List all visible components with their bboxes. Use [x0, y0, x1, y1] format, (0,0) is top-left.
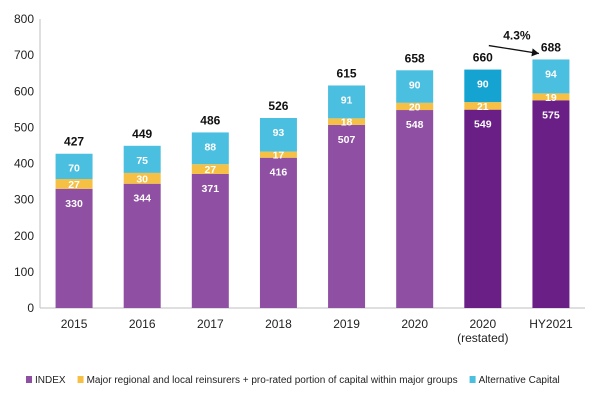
- growth-annotation-label: 4.3%: [503, 29, 531, 43]
- x-tick-label: 2020: [401, 317, 428, 331]
- bar-segment: [396, 70, 434, 103]
- y-tick-label: 600: [14, 84, 34, 98]
- total-label: 449: [132, 127, 152, 141]
- y-tick-label: 200: [14, 229, 34, 243]
- bar-segment: [259, 117, 297, 152]
- bar-segment: [123, 145, 161, 173]
- total-label: 486: [200, 113, 220, 127]
- total-label: 526: [268, 99, 288, 113]
- legend-swatch: [77, 376, 84, 383]
- segment-value-label: 548: [406, 119, 424, 131]
- bar-segment: [464, 69, 502, 103]
- segment-value-label: 93: [273, 127, 285, 139]
- x-tick-label: HY2021: [529, 317, 573, 331]
- segment-value-label: 30: [136, 173, 148, 185]
- y-tick-label: 800: [14, 12, 34, 26]
- segment-value-label: 70: [68, 163, 80, 175]
- x-tick-label: 2015: [61, 317, 88, 331]
- y-tick-label: 500: [14, 120, 34, 134]
- segment-value-label: 19: [545, 92, 557, 104]
- bar-segment: [464, 102, 502, 110]
- x-tick-label: 2019: [333, 317, 360, 331]
- bar-segment: [191, 132, 229, 165]
- segment-value-label: 75: [136, 155, 148, 167]
- bar-segment: [532, 93, 570, 101]
- total-label: 660: [473, 51, 493, 65]
- x-tick-label: 2018: [265, 317, 292, 331]
- total-label: 427: [64, 135, 84, 149]
- bar-segment: [123, 172, 161, 184]
- legend-swatch: [26, 376, 32, 383]
- segment-value-label: 549: [474, 119, 492, 131]
- legend-label: Major regional and local reinsurers + pr…: [87, 375, 458, 386]
- bar-segment: [259, 151, 297, 158]
- segment-value-label: 91: [341, 94, 353, 106]
- bar-segment: [328, 124, 366, 308]
- total-label: 615: [337, 66, 357, 80]
- segment-value-label: 416: [270, 167, 288, 179]
- segment-value-label: 27: [68, 179, 80, 191]
- bar-segment: [532, 100, 570, 308]
- segment-value-label: 344: [133, 193, 151, 205]
- segment-value-label: 371: [202, 183, 220, 195]
- bar-segment: [55, 179, 93, 189]
- total-label: 658: [405, 51, 425, 65]
- y-tick-label: 400: [14, 157, 34, 171]
- bar-segment: [123, 183, 161, 308]
- x-tick-label: 2016: [129, 317, 156, 331]
- bar-segment: [396, 102, 434, 111]
- segment-value-label: 21: [477, 101, 489, 113]
- bar-segment: [464, 109, 502, 308]
- y-tick-label: 0: [27, 301, 34, 315]
- legend-label: INDEX: [35, 375, 66, 386]
- bar-segment: [191, 164, 229, 174]
- bar-segment: [328, 118, 366, 125]
- segment-value-label: 17: [273, 150, 285, 162]
- segment-value-label: 90: [477, 79, 489, 91]
- segment-value-label: 94: [545, 68, 557, 80]
- segment-value-label: 20: [409, 101, 421, 113]
- y-tick-label: 700: [14, 48, 34, 62]
- y-tick-label: 300: [14, 193, 34, 207]
- bar-segment: [396, 110, 434, 308]
- segment-value-label: 330: [65, 198, 83, 210]
- legend-label: Alternative Capital: [479, 375, 560, 386]
- segment-value-label: 90: [409, 79, 421, 91]
- total-label: 688: [541, 40, 561, 54]
- bar-segment: [55, 153, 93, 180]
- y-tick-label: 100: [14, 265, 34, 279]
- bar-segment: [191, 173, 229, 308]
- segment-value-label: 507: [338, 134, 356, 146]
- growth-arrow-head: [531, 48, 539, 57]
- growth-arrow-line: [488, 44, 540, 55]
- x-tick-label: 2017: [197, 317, 224, 331]
- segment-value-label: 27: [204, 164, 216, 176]
- segment-value-label: 575: [542, 109, 560, 121]
- legend-swatch: [469, 376, 476, 383]
- segment-value-label: 18: [341, 117, 353, 129]
- x-tick-label: (restated): [457, 331, 508, 345]
- segment-value-label: 88: [204, 141, 216, 153]
- bar-segment: [55, 188, 93, 308]
- bar-segment: [532, 59, 570, 94]
- bar-segment: [328, 85, 366, 119]
- bar-segment: [259, 157, 297, 308]
- x-tick-label: 2020: [469, 317, 496, 331]
